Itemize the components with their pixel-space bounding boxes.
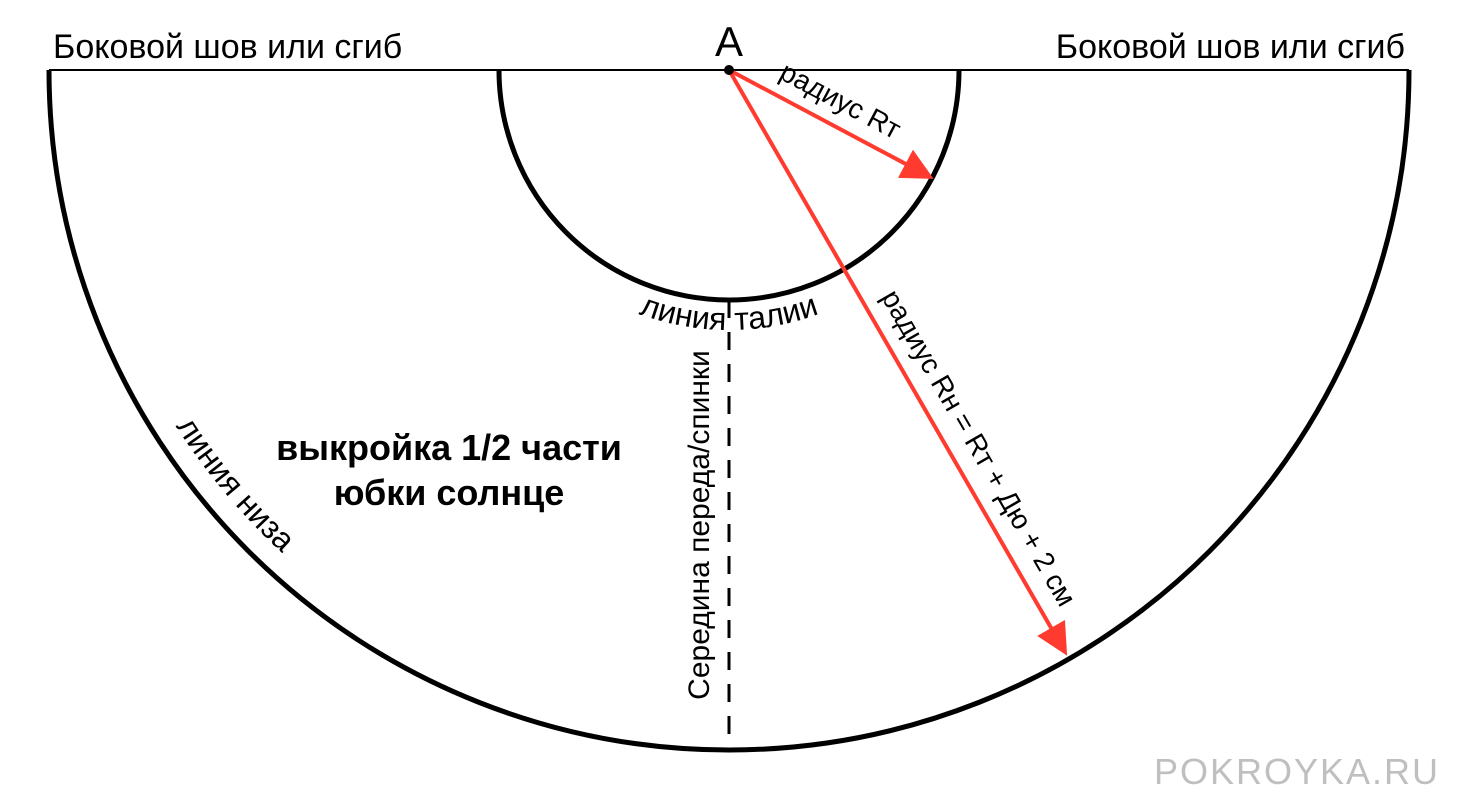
waist-line-label: линия талии <box>636 286 822 337</box>
top-left-label: Боковой шов или сгиб <box>53 28 402 66</box>
point-a-label: А <box>715 18 743 65</box>
waist-arc <box>499 70 959 300</box>
skirt-pattern-diagram: А Боковой шов или сгиб Боковой шов или с… <box>0 0 1458 804</box>
radius-rn-label: радиус Rн = Rт + Дю + 2 см <box>876 284 1083 611</box>
main-title-line2: юбки солнце <box>334 472 565 513</box>
center-dash-label: Середина переда/спинки <box>683 350 716 700</box>
top-right-label: Боковой шов или сгиб <box>1056 28 1405 66</box>
point-a-dot <box>724 65 734 75</box>
main-title-line1: выкройка 1/2 части <box>276 427 622 468</box>
watermark: POKROYKA.RU <box>1154 751 1440 792</box>
